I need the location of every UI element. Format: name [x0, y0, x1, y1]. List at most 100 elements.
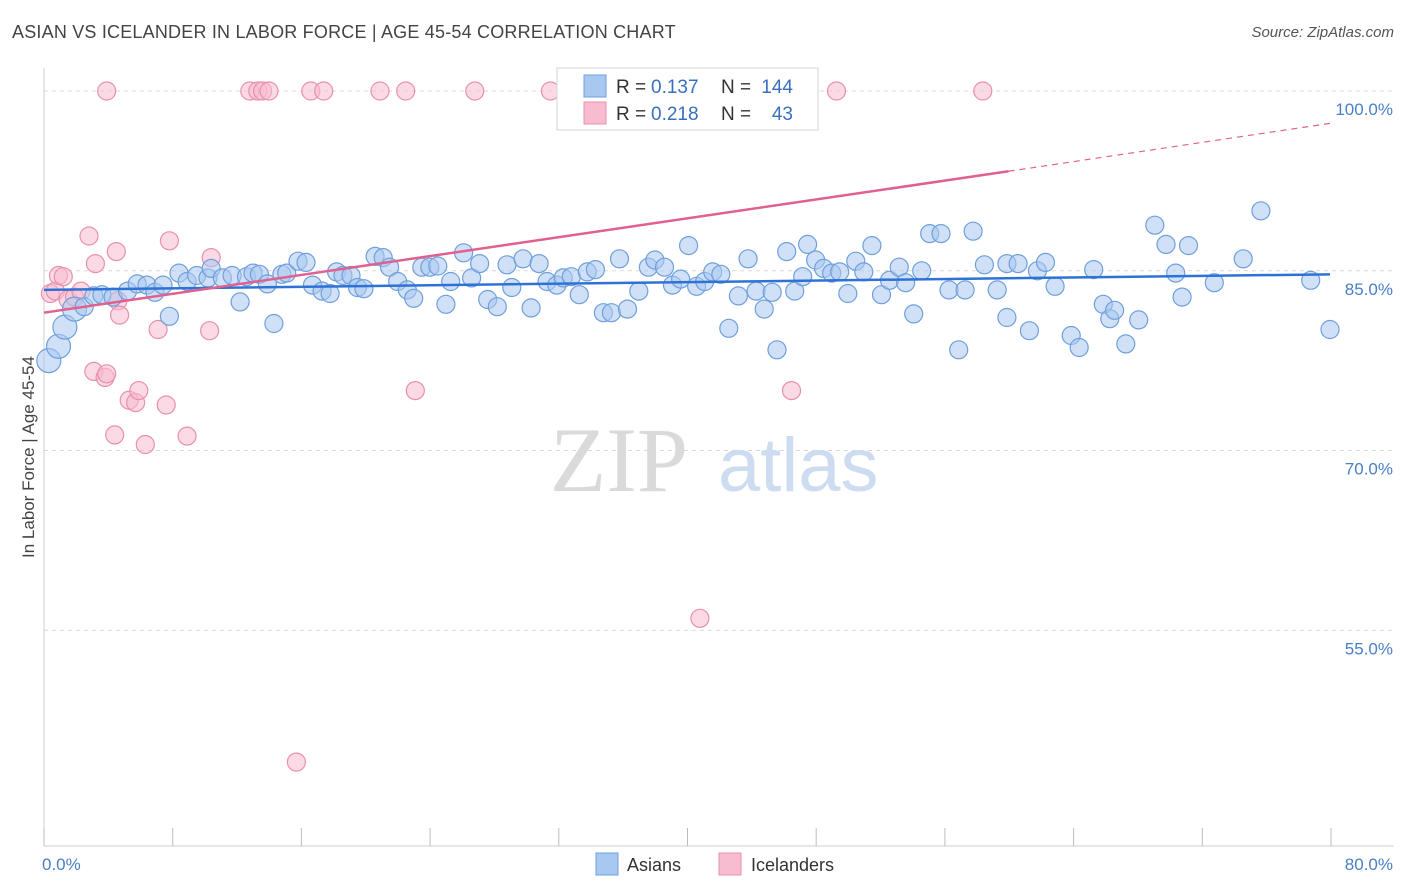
- asian-point-44: [404, 288, 424, 308]
- asian-point-56: [502, 277, 522, 298]
- icel-trend-extension: [1008, 122, 1331, 172]
- correlation-legend: R = 0.137 N = 144 R = 0.218 N = 43: [556, 67, 819, 131]
- y-tick-label: 100.0%: [1335, 100, 1393, 119]
- asian-point-127: [1104, 300, 1125, 320]
- bottom-legend-label-icel: Icelanders: [751, 855, 834, 875]
- asian-point-64: [569, 285, 589, 305]
- icel-point-22: [159, 231, 179, 251]
- icel-point-30: [259, 81, 279, 101]
- asian-point-139: [1320, 319, 1340, 340]
- asian-point-111: [955, 280, 975, 300]
- asian-point-71: [629, 281, 649, 301]
- icel-point-38: [690, 608, 710, 628]
- asian-point-57: [513, 249, 533, 269]
- asian-point-128: [1116, 334, 1136, 354]
- asian-point-117: [1008, 254, 1028, 274]
- bottom-legend-swatch-icel: [718, 852, 742, 876]
- icel-point-11: [97, 364, 117, 384]
- icel-point-15: [105, 425, 125, 445]
- asian-point-108: [931, 224, 951, 244]
- asian-point-110: [949, 340, 969, 360]
- legend-swatch-asian: [583, 74, 607, 98]
- asian-point-13: [159, 306, 179, 326]
- icel-point-3: [53, 267, 73, 287]
- icel-point-36: [465, 81, 485, 101]
- asian-point-38: [354, 279, 374, 299]
- legend-r-value-icel: 0.218: [651, 104, 699, 125]
- asian-point-55: [497, 255, 517, 275]
- asian-point-76: [670, 269, 691, 289]
- asian-point-69: [609, 249, 630, 269]
- asian-point-124: [1084, 260, 1104, 280]
- bottom-legend-swatch-asian: [595, 852, 619, 876]
- asian-point-97: [838, 283, 858, 304]
- asian-point-81: [711, 264, 731, 284]
- icel-point-14: [109, 305, 130, 325]
- legend-n-value-asian: 144: [761, 77, 793, 98]
- asian-point-132: [1166, 263, 1186, 283]
- asian-point-92: [797, 234, 818, 254]
- asian-point-121: [1045, 276, 1065, 296]
- y-tick-label: 85.0%: [1345, 280, 1393, 299]
- zipatlas-watermark: ZIP atlas: [550, 409, 879, 511]
- asian-point-21: [230, 292, 250, 312]
- asian-point-33: [320, 283, 340, 304]
- icel-point-40: [826, 81, 847, 101]
- asian-point-104: [895, 273, 916, 293]
- asian-point-54: [487, 297, 507, 317]
- x-tick-label: 80.0%: [1345, 855, 1393, 874]
- asian-trend-line: [43, 273, 1331, 292]
- asian-point-91: [793, 267, 813, 287]
- asian-point-106: [912, 261, 932, 281]
- asian-point-115: [997, 307, 1017, 328]
- icel-point-19: [135, 434, 155, 455]
- asian-point-89: [777, 242, 797, 262]
- icel-point-18: [129, 381, 149, 401]
- icel-point-33: [370, 81, 390, 101]
- icel-point-41: [973, 81, 993, 101]
- asian-point-96: [830, 262, 850, 282]
- icel-point-39: [781, 381, 802, 401]
- asian-point-82: [719, 318, 739, 338]
- asian-point-131: [1156, 234, 1176, 254]
- asian-point-90: [785, 281, 805, 301]
- asian-point-77: [678, 236, 699, 256]
- asian-point-134: [1178, 236, 1199, 256]
- asian-point-68: [601, 303, 622, 323]
- asian-point-112: [963, 221, 983, 241]
- asian-point-87: [762, 282, 782, 302]
- legend-n-label-icel: N =: [721, 104, 751, 125]
- icel-point-20: [148, 319, 168, 340]
- icel-point-35: [405, 381, 425, 401]
- asian-point-74: [654, 257, 675, 277]
- asian-point-129: [1129, 310, 1149, 330]
- asian-point-70: [617, 299, 638, 319]
- y-axis-label: In Labor Force | Age 45-54: [19, 356, 38, 558]
- bottom-legend-label-asian: Asians: [627, 855, 681, 875]
- asian-point-26: [264, 313, 284, 334]
- asian-point-100: [862, 236, 882, 256]
- asian-point-101: [871, 285, 892, 305]
- asian-point-48: [436, 294, 456, 314]
- asian-point-85: [746, 281, 766, 301]
- icel-point-12: [106, 242, 126, 262]
- asian-point-113: [974, 255, 995, 275]
- legend-r-label-icel: R =: [616, 104, 646, 125]
- asians-points: [36, 201, 1340, 374]
- asian-point-58: [521, 298, 541, 318]
- icel-point-8: [85, 254, 106, 274]
- asian-point-12: [153, 275, 173, 295]
- asian-point-123: [1069, 337, 1089, 358]
- icel-point-21: [156, 395, 176, 415]
- legend-r-label-asian: R =: [616, 77, 646, 98]
- asian-point-52: [470, 254, 490, 274]
- watermark-atlas: atlas: [718, 423, 879, 508]
- asian-point-83: [728, 286, 749, 306]
- x-tick-label: 0.0%: [42, 855, 81, 874]
- asian-point-120: [1035, 252, 1056, 272]
- asian-point-59: [529, 254, 549, 274]
- legend-r-value-asian: 0.137: [651, 77, 699, 98]
- asian-point-114: [987, 280, 1007, 300]
- legend-n-value-icel: 43: [772, 104, 793, 125]
